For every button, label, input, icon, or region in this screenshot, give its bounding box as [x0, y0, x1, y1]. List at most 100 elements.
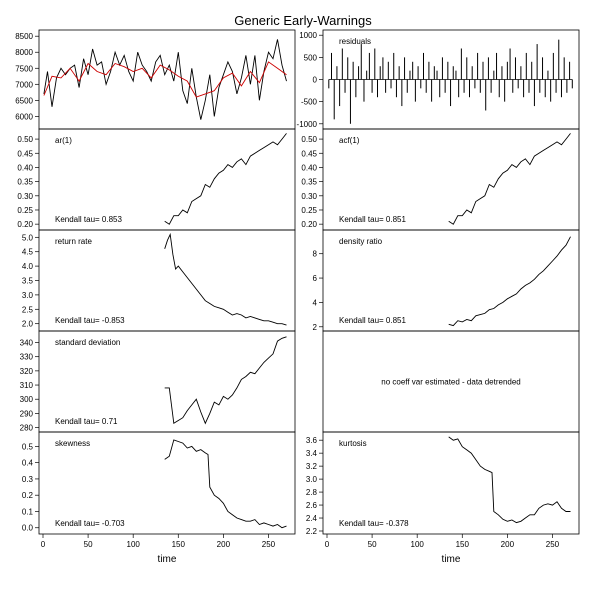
- series-line: [448, 133, 571, 225]
- y-tick-label: 6000: [15, 112, 33, 121]
- figure-title: Generic Early-Warnings: [234, 13, 372, 28]
- y-tick-label: 0: [313, 76, 318, 85]
- kendall-tau-label: Kendall tau= 0.71: [55, 417, 118, 426]
- y-tick-label: 0.3: [22, 475, 34, 484]
- x-tick-label: 200: [217, 540, 231, 549]
- series-line: [164, 439, 287, 529]
- panel-label: skewness: [55, 439, 90, 448]
- y-tick-label: 290: [20, 409, 34, 418]
- y-tick-label: 5.0: [22, 233, 34, 242]
- x-tick-label: 50: [368, 540, 377, 549]
- series-line: [43, 61, 287, 98]
- y-tick-label: 0.20: [301, 220, 317, 229]
- y-tick-label: 3.2: [306, 462, 318, 471]
- y-tick-label: 0.35: [301, 178, 317, 187]
- y-tick-label: 0.20: [17, 220, 33, 229]
- panel-label: kurtosis: [339, 439, 367, 448]
- y-tick-label: 0.35: [17, 178, 33, 187]
- y-tick-label: 0.45: [17, 149, 33, 158]
- y-tick-label: 0.30: [17, 192, 33, 201]
- y-tick-label: 1000: [299, 31, 317, 40]
- x-label-right: time: [442, 554, 461, 565]
- panel-coeff-var: no coeff var estimated - data detrended: [322, 330, 580, 433]
- y-tick-label: 8000: [15, 48, 33, 57]
- y-tick-label: 2.4: [306, 514, 318, 523]
- y-tick-label: 2.8: [306, 488, 318, 497]
- x-tick-label: 100: [411, 540, 425, 549]
- y-tick-label: 4: [313, 298, 318, 307]
- y-tick-label: 3.5: [22, 277, 34, 286]
- y-tick-label: 330: [20, 353, 34, 362]
- x-tick-label: 0: [41, 540, 46, 549]
- panel-label: acf(1): [339, 136, 360, 145]
- x-tick-label: 100: [127, 540, 141, 549]
- y-tick-label: 2.2: [306, 527, 318, 536]
- y-tick-label: 0.2: [22, 491, 34, 500]
- y-tick-label: 2.5: [22, 305, 34, 314]
- y-tick-label: 0.50: [17, 135, 33, 144]
- x-tick-label: 150: [456, 540, 470, 549]
- y-tick-label: 4.5: [22, 248, 34, 257]
- panel-frame: [322, 431, 580, 535]
- y-tick-label: -500: [301, 98, 318, 107]
- y-tick-label: 0.25: [301, 206, 317, 215]
- y-tick-label: 0.1: [22, 507, 34, 516]
- y-tick-label: 0.30: [301, 192, 317, 201]
- panel-label: density ratio: [339, 237, 383, 246]
- y-tick-label: 4.0: [22, 262, 34, 271]
- kendall-tau-label: Kendall tau= -0.853: [55, 316, 125, 325]
- y-tick-label: 310: [20, 381, 34, 390]
- panel-label: standard deviation: [55, 338, 120, 347]
- y-tick-label: 7500: [15, 64, 33, 73]
- series-line: [448, 436, 571, 524]
- panel-frame: [38, 431, 296, 535]
- y-tick-label: 0.25: [17, 206, 33, 215]
- y-tick-label: 0.5: [22, 442, 34, 451]
- y-tick-label: 8: [313, 250, 318, 259]
- y-tick-label: 2.6: [306, 501, 318, 510]
- y-tick-label: 340: [20, 339, 34, 348]
- y-tick-label: 2.0: [22, 320, 34, 329]
- panels: 600065007000750080008500-1000-5000500100…: [15, 29, 580, 549]
- kendall-tau-label: Kendall tau= -0.378: [339, 519, 409, 528]
- y-tick-label: 320: [20, 367, 34, 376]
- kendall-tau-label: Kendall tau= -0.703: [55, 519, 125, 528]
- y-tick-label: 3.0: [22, 291, 34, 300]
- panel-acf1: 0.20 0.25 0.30 0.35 0.40 0.45 0.50 acf(1) Kendal…: [301, 128, 580, 231]
- kendall-tau-label: Kendall tau= 0.851: [339, 316, 406, 325]
- series-line: [164, 336, 287, 425]
- y-tick-label: 0.40: [17, 163, 33, 172]
- panel-residuals: -1000 -500 0 500 1000 residuals: [297, 29, 580, 130]
- series-line: [43, 39, 287, 120]
- x-tick-label: 250: [546, 540, 560, 549]
- panel-return-rate: 2.0 2.5 3.0 3.5 4.0 4.5 5.0 return rate Kendall …: [22, 229, 296, 332]
- x-tick-label: 50: [84, 540, 93, 549]
- y-tick-label: 0.40: [301, 163, 317, 172]
- y-tick-label: 280: [20, 424, 34, 433]
- y-tick-label: 7000: [15, 80, 33, 89]
- y-tick-label: 0.0: [22, 524, 34, 533]
- y-tick-label: 6500: [15, 96, 33, 105]
- panel-density-ratio: 2 4 6 8 density ratio Kendall tau= 0.851: [313, 229, 580, 332]
- panel-ar1: 0.20 0.25 0.30 0.35 0.40 0.45 0.50 ar(1) Kendall…: [17, 128, 296, 231]
- y-tick-label: 0.4: [22, 459, 34, 468]
- panel-standard-deviation: 280 290 300 310 320 330 340 standard deviation K…: [20, 330, 296, 433]
- series-line: [448, 236, 571, 327]
- panel-message: no coeff var estimated - data detrended: [381, 378, 521, 387]
- y-tick-label: 3.4: [306, 449, 318, 458]
- series-line: [164, 232, 287, 326]
- y-tick-label: 300: [20, 395, 34, 404]
- panel-kurtosis: 2.2 2.4 2.6 2.8 3.0 3.2 3.4 3.6 kurtosis Kendall …: [306, 431, 580, 549]
- y-tick-label: 0.50: [301, 135, 317, 144]
- kendall-tau-label: Kendall tau= 0.853: [55, 215, 122, 224]
- y-tick-label: -1000: [297, 120, 318, 129]
- kendall-tau-label: Kendall tau= 0.851: [339, 215, 406, 224]
- series-line: [164, 133, 287, 225]
- x-label-left: time: [158, 554, 177, 565]
- y-tick-label: 3.0: [306, 475, 318, 484]
- panel-skewness: 0.0 0.1 0.2 0.3 0.4 0.5 skewness Kendall tau= -…: [22, 431, 296, 549]
- y-tick-label: 2: [313, 323, 318, 332]
- y-tick-label: 500: [304, 53, 318, 62]
- x-tick-label: 150: [172, 540, 186, 549]
